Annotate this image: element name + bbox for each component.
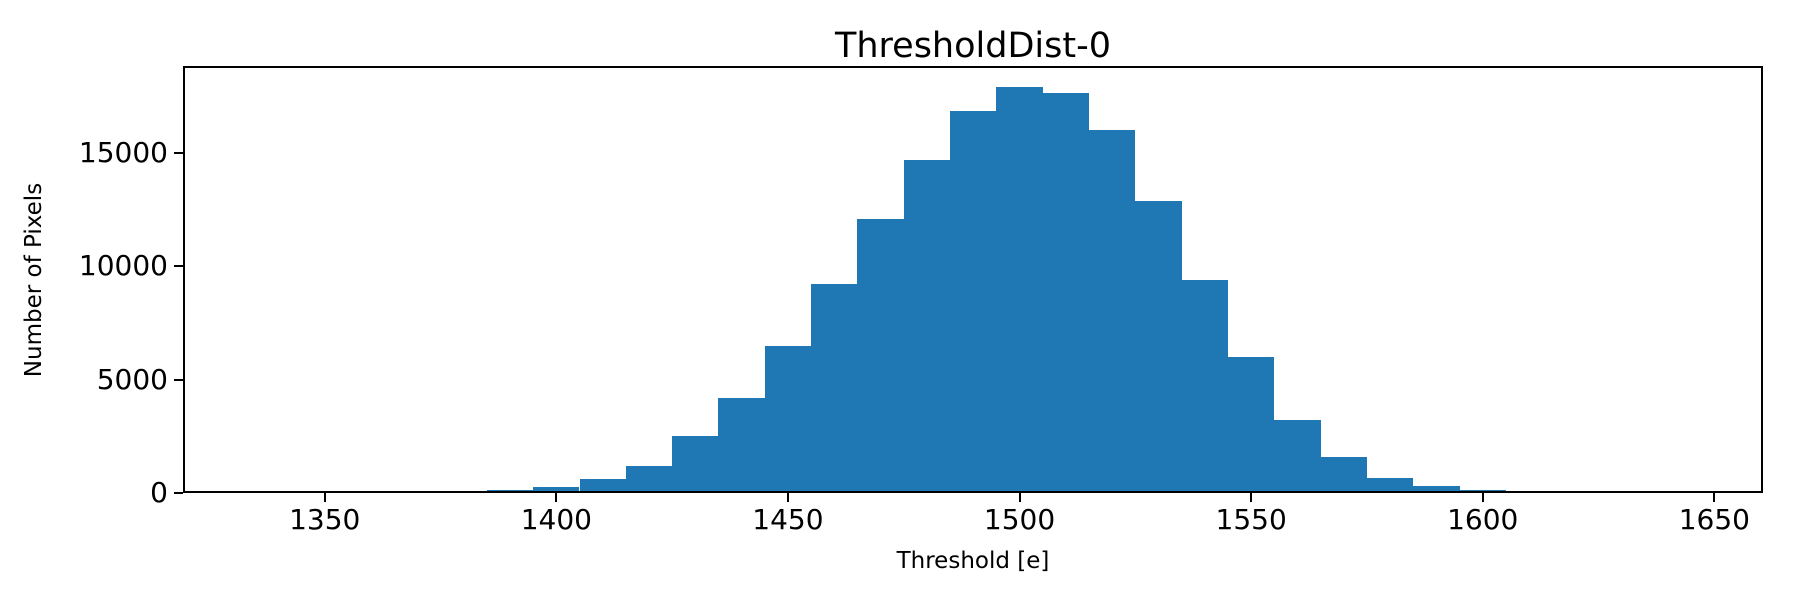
x-tick-mark [1250, 493, 1253, 502]
histogram-bar [579, 479, 626, 493]
histogram-bar [764, 345, 812, 493]
histogram-bar [347, 491, 395, 493]
histogram-bar [903, 159, 951, 493]
histogram-bar [811, 284, 858, 493]
y-tick-mark [174, 492, 183, 494]
y-tick-mark [174, 265, 183, 268]
y-tick-label: 10000 [78, 249, 168, 283]
histogram-bar [1320, 456, 1367, 493]
histogram-bar [1366, 478, 1414, 493]
x-tick-label: 1650 [1678, 503, 1750, 536]
x-tick-label: 1500 [983, 503, 1056, 536]
x-tick-label: 1550 [1215, 503, 1287, 536]
histogram-bar [1089, 130, 1136, 493]
histogram-bar [1552, 492, 1599, 494]
histogram-bar [1181, 279, 1228, 493]
x-tick-label: 1350 [289, 503, 361, 536]
histogram-bar [440, 491, 487, 493]
histogram-bar [1227, 357, 1275, 493]
x-axis-label: Threshold [e] [896, 548, 1050, 574]
x-tick-mark [323, 493, 326, 502]
histogram-bar [394, 491, 441, 493]
histogram-bar [1413, 485, 1460, 493]
histogram-bar [950, 111, 997, 493]
y-tick-label: 15000 [78, 136, 168, 170]
x-tick-mark [786, 493, 789, 502]
x-tick-label: 1450 [752, 503, 824, 536]
histogram-bar [1505, 491, 1553, 493]
x-tick-mark [1018, 493, 1021, 502]
histogram-bar [1135, 200, 1182, 493]
histogram-bar [486, 489, 534, 493]
chart-title: ThresholdDist-0 [834, 26, 1112, 66]
x-tick-mark [555, 493, 558, 502]
y-tick-mark [174, 152, 183, 155]
histogram-bar [672, 436, 719, 493]
x-tick-label: 1600 [1447, 503, 1519, 536]
y-tick-label: 5000 [96, 362, 168, 396]
histogram-bar [857, 218, 904, 493]
histogram-bar [255, 492, 302, 494]
histogram-bar [718, 397, 765, 493]
y-tick-mark [174, 378, 183, 381]
histogram-bar [533, 487, 580, 493]
histogram-bar [1042, 92, 1090, 493]
x-tick-mark [1481, 493, 1484, 502]
y-tick-label: 0 [150, 476, 168, 509]
histogram-bar [625, 465, 673, 493]
x-tick-mark [1713, 493, 1716, 502]
histogram-bar [996, 87, 1043, 493]
histogram-bar [1274, 420, 1321, 493]
x-tick-label: 1400 [520, 503, 592, 536]
